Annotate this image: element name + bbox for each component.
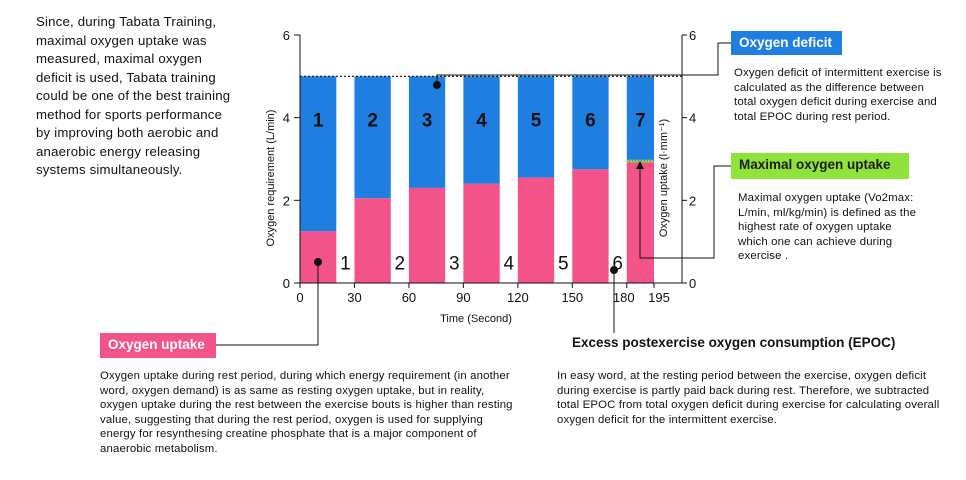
right-y-tick-label: 6 (689, 28, 696, 43)
right-y-tick-label: 4 (689, 111, 696, 126)
oxygen-uptake-description: Oxygen uptake during rest period, during… (100, 370, 513, 455)
uptake-bar-6 (572, 169, 609, 283)
rest-label-1: 1 (340, 253, 351, 274)
deficit-bar-3 (408, 76, 446, 188)
left-y-tick-label: 6 (283, 28, 290, 43)
deficit-bar-2 (354, 76, 391, 199)
axes-layer (294, 34, 687, 288)
connectors-layer (216, 42, 731, 346)
uptake-point (314, 258, 322, 266)
x-tick-label: 195 (648, 290, 670, 305)
right-y-tick-label: 0 (689, 276, 696, 291)
left-y-axis-label: Oxygen requirement (L/min) (265, 110, 277, 247)
oxygen-deficit-description: Oxygen deficit of intermittent exercise … (734, 67, 942, 123)
x-tick-label: 90 (456, 290, 470, 305)
rest-label-4: 4 (503, 253, 514, 274)
oxygen-uptake-tag: Oxygen uptake (100, 333, 216, 358)
uptake-bar-5 (517, 177, 555, 283)
rest-label-5: 5 (558, 253, 569, 274)
right-y-axis-label: Oxygen uptake (l·mm⁻¹) (658, 119, 670, 237)
epoc-title: Excess postexercise oxygen consumption (… (572, 335, 896, 350)
left-y-tick-label: 0 (283, 276, 290, 291)
vo2max-arrow (636, 161, 644, 169)
uptake-connector (216, 262, 319, 346)
uptake-bar-2 (354, 198, 391, 283)
x-tick-label: 120 (507, 290, 529, 305)
bout-label-4: 4 (476, 111, 487, 132)
bout-label-3: 3 (422, 111, 433, 132)
intro-paragraph: Since, during Tabata Training, maximal o… (36, 14, 231, 177)
left-y-tick-label: 4 (283, 111, 290, 126)
maximal-oxygen-uptake-tag: Maximal oxygen uptake (731, 153, 909, 179)
rest-label-6: 6 (612, 253, 623, 274)
deficit-bar-4 (463, 76, 500, 184)
deficit-point (433, 81, 441, 89)
bout-label-7: 7 (635, 111, 646, 132)
deficit-bar-6 (572, 76, 609, 170)
deficit-bar-7 (626, 76, 654, 162)
uptake-bar-3 (408, 187, 446, 283)
bout-label-6: 6 (585, 111, 596, 132)
x-tick-label: 0 (296, 290, 303, 305)
bout-label-1: 1 (313, 111, 324, 132)
x-axis-label: Time (Second) (440, 313, 512, 325)
x-tick-label: 60 (402, 290, 416, 305)
x-tick-label: 180 (613, 290, 635, 305)
bout-label-5: 5 (531, 111, 542, 132)
bars-layer (300, 76, 654, 283)
x-tick-label: 150 (561, 290, 583, 305)
uptake-bar-4 (463, 183, 500, 283)
vo2max-connector (639, 165, 731, 259)
deficit-connector (436, 42, 731, 85)
deficit-bar-5 (517, 76, 555, 178)
bout-label-2: 2 (367, 111, 378, 132)
epoc-description: In easy word, at the resting period betw… (557, 370, 940, 426)
x-tick-label: 30 (347, 290, 361, 305)
maximal-oxygen-uptake-description: Maximal oxygen uptake (Vo2max: L/min, ml… (738, 192, 917, 263)
deficit-bar-1 (300, 76, 337, 232)
rest-label-2: 2 (395, 253, 406, 274)
left-y-tick-label: 2 (283, 193, 290, 208)
oxygen-deficit-tag: Oxygen deficit (731, 31, 842, 55)
epoc-point (610, 266, 618, 274)
right-y-tick-label: 2 (689, 193, 696, 208)
rest-label-3: 3 (449, 253, 460, 274)
labels-layer: 1 2 3 4 5 6 71 2 3 4 5 60 02 24 46 60 30 60 90 120 150 180 195… (265, 28, 696, 325)
